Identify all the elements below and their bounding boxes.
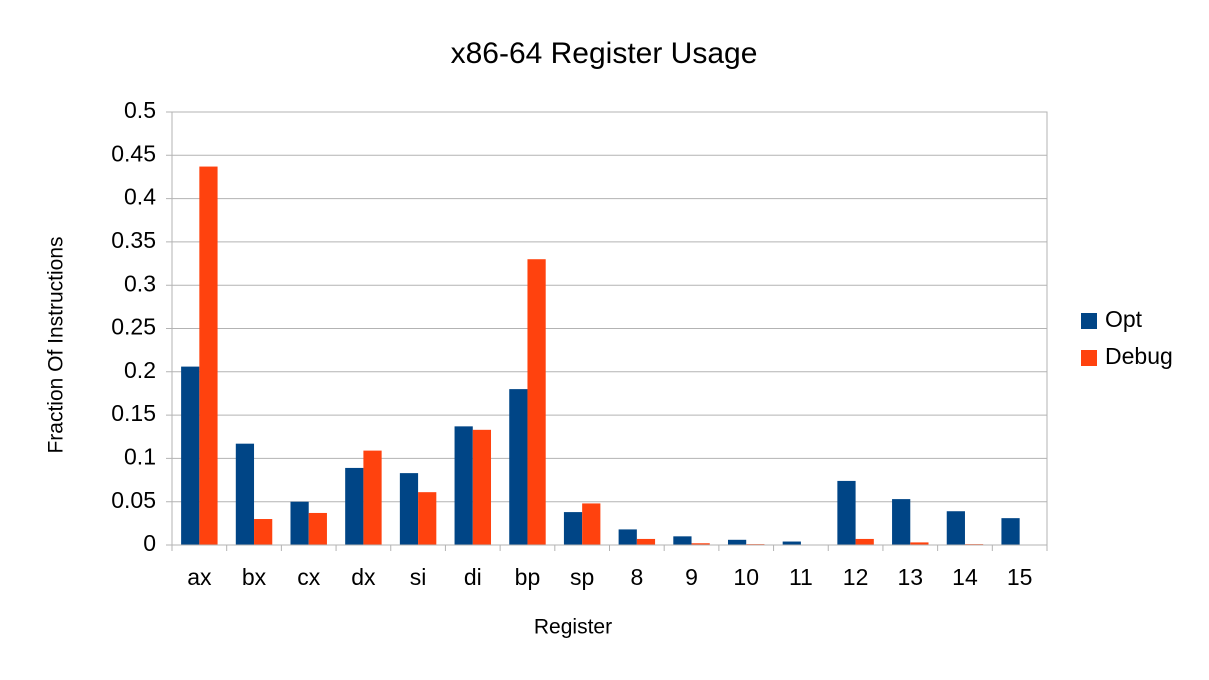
- bar: [454, 426, 473, 545]
- x-tick-label: ax: [187, 564, 212, 590]
- bar: [527, 259, 546, 545]
- x-tick-label: si: [410, 564, 427, 590]
- legend-swatch: [1081, 350, 1097, 366]
- legend-label: Debug: [1105, 343, 1173, 369]
- bar: [235, 443, 255, 545]
- bar: [636, 538, 656, 545]
- bar: [855, 538, 874, 545]
- x-tick-label: 9: [685, 564, 698, 590]
- x-tick-label: cx: [297, 564, 321, 590]
- bar: [837, 480, 856, 545]
- bar: [254, 519, 273, 545]
- bar: [308, 512, 327, 545]
- bar: [946, 511, 965, 545]
- bar: [1001, 518, 1020, 545]
- bar: [399, 473, 419, 545]
- x-tick-label: dx: [351, 564, 376, 590]
- y-tick-label: 0.45: [111, 140, 156, 166]
- x-tick-label: 8: [630, 564, 643, 590]
- bar: [563, 512, 583, 545]
- x-tick-label: di: [464, 564, 482, 590]
- x-tick-label: bp: [515, 564, 541, 590]
- bar: [582, 503, 601, 545]
- y-tick-label: 0.5: [124, 97, 156, 123]
- bar: [691, 543, 710, 545]
- y-tick-label: 0.1: [124, 443, 156, 469]
- y-tick-label: 0.35: [111, 227, 156, 253]
- x-tick-label: bx: [242, 564, 267, 590]
- x-tick-label: 12: [843, 564, 869, 590]
- bar: [199, 166, 218, 546]
- y-tick-label: 0.4: [124, 184, 156, 210]
- x-tick-label: 11: [789, 564, 813, 590]
- y-axis-title: Fraction Of Instructions: [45, 236, 68, 453]
- y-tick-label: 0.15: [111, 400, 156, 426]
- bar: [418, 492, 437, 545]
- y-tick-label: 0: [143, 530, 156, 556]
- y-tick-label: 0.05: [111, 487, 156, 513]
- bar: [892, 499, 911, 545]
- legend-swatch: [1081, 313, 1097, 329]
- bar: [363, 450, 382, 545]
- x-tick-label: sp: [570, 564, 594, 590]
- bar: [618, 529, 637, 545]
- bar: [673, 536, 692, 545]
- bar: [910, 542, 929, 545]
- x-tick-label: 14: [952, 564, 978, 590]
- y-tick-label: 0.25: [111, 314, 156, 340]
- bar: [290, 501, 309, 545]
- y-tick-label: 0.2: [124, 357, 156, 383]
- x-tick-label: 10: [733, 564, 759, 590]
- chart-title: x86-64 Register Usage: [451, 37, 758, 70]
- legend-label: Opt: [1105, 306, 1143, 332]
- bar: [181, 366, 200, 545]
- x-tick-label: 15: [1007, 564, 1033, 590]
- y-tick-label: 0.3: [124, 270, 156, 296]
- bar: [727, 539, 747, 545]
- bar: [509, 389, 528, 545]
- x-axis-title: Register: [534, 616, 612, 639]
- bar: [782, 541, 801, 545]
- bar: [345, 467, 364, 545]
- x-tick-label: 13: [897, 564, 923, 590]
- bar: [472, 429, 492, 545]
